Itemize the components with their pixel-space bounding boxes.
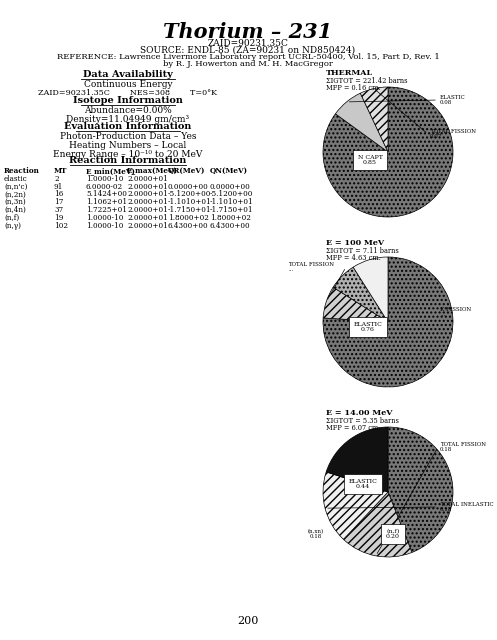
Text: ΣIGTOT = 7.11 barns: ΣIGTOT = 7.11 barns [326, 247, 399, 255]
Text: elastic: elastic [4, 175, 28, 183]
Text: Heating Numbers – Local: Heating Numbers – Local [70, 141, 187, 150]
Text: Thorium – 231: Thorium – 231 [164, 22, 332, 42]
Text: (n,n'c): (n,n'c) [4, 182, 27, 191]
Text: -1.7150+01: -1.7150+01 [168, 206, 212, 214]
Text: 0.0000+00: 0.0000+00 [168, 182, 209, 191]
Wedge shape [326, 427, 388, 492]
Text: by R. J. Howerton and M. H. MacGregor: by R. J. Howerton and M. H. MacGregor [163, 60, 333, 68]
Wedge shape [343, 492, 412, 557]
Text: (n,2n): (n,2n) [4, 191, 26, 198]
Text: 19: 19 [54, 214, 64, 222]
Text: TOTAL FISSION
...: TOTAL FISSION ... [288, 262, 334, 273]
Text: Continuous Energy: Continuous Energy [83, 80, 172, 89]
Text: -5.1200+00: -5.1200+00 [168, 191, 211, 198]
Text: TOTAL INELASTIC
0.18: TOTAL INELASTIC 0.18 [440, 502, 494, 513]
Text: 6.0000-02: 6.0000-02 [86, 182, 123, 191]
Text: 2.0000+01: 2.0000+01 [127, 182, 168, 191]
Text: REFERENCE: Lawrence Livermore Laboratory report UCRL-50400, Vol. 15, Part D, Rev: REFERENCE: Lawrence Livermore Laboratory… [57, 53, 439, 61]
Text: Abundance=0.00%: Abundance=0.00% [84, 106, 172, 115]
Wedge shape [323, 287, 388, 322]
Text: ELASTIC
0.76: ELASTIC 0.76 [353, 321, 382, 332]
Text: Reaction: Reaction [4, 167, 40, 175]
Text: E_max(MeV): E_max(MeV) [127, 167, 178, 175]
Text: 17: 17 [54, 198, 64, 206]
Text: 1.1062+01: 1.1062+01 [86, 198, 127, 206]
Text: E = 100 MeV: E = 100 MeV [326, 239, 384, 247]
Text: 6.4300+00: 6.4300+00 [210, 221, 250, 230]
Text: 200: 200 [237, 616, 258, 626]
Text: MFP = 4.63 cm.: MFP = 4.63 cm. [326, 254, 381, 262]
Text: Density=11.04949 gm/cm³: Density=11.04949 gm/cm³ [67, 115, 189, 124]
Text: SOURCE: ENDL-85 (ZA=90231 on ND850424): SOURCE: ENDL-85 (ZA=90231 on ND850424) [141, 46, 355, 55]
Text: -1.1010+01: -1.1010+01 [168, 198, 212, 206]
Text: ZAID=90231.35C        NES=308        T=0°K: ZAID=90231.35C NES=308 T=0°K [38, 89, 218, 97]
Text: E = 14.00 MeV: E = 14.00 MeV [326, 409, 393, 417]
Text: TOTAL FISSION
0.18: TOTAL FISSION 0.18 [440, 442, 486, 452]
Text: 91: 91 [54, 182, 64, 191]
Text: 37: 37 [54, 206, 63, 214]
Text: (n,f)
0.20: (n,f) 0.20 [386, 529, 400, 540]
Text: Reaction Information: Reaction Information [69, 156, 187, 165]
Text: ΣIGTOT = 221.42 barns: ΣIGTOT = 221.42 barns [326, 77, 408, 85]
Text: (n,3n): (n,3n) [4, 198, 26, 206]
Wedge shape [388, 427, 453, 552]
Text: ΣIGTOT = 5.35 barns: ΣIGTOT = 5.35 barns [326, 417, 399, 425]
Text: ELASTIC
0.08: ELASTIC 0.08 [440, 95, 466, 106]
Text: -5.1200+00: -5.1200+00 [210, 191, 253, 198]
Text: MFP = 0.16 cm.: MFP = 0.16 cm. [326, 84, 381, 92]
Text: 1.0000-10: 1.0000-10 [86, 214, 123, 222]
Text: (n,4n): (n,4n) [4, 206, 26, 214]
Text: 1.8000+02: 1.8000+02 [168, 214, 209, 222]
Text: Isotope Information: Isotope Information [73, 96, 183, 105]
Text: ZAID=90231.35C: ZAID=90231.35C [208, 39, 288, 48]
Text: -1.7150+01: -1.7150+01 [210, 206, 253, 214]
Text: Energy Range – 10⁻¹⁰ to 20 MeV: Energy Range – 10⁻¹⁰ to 20 MeV [53, 150, 203, 159]
Text: N CAPT
0.85: N CAPT 0.85 [357, 155, 382, 165]
Wedge shape [335, 93, 388, 152]
Text: 16: 16 [54, 191, 64, 198]
Text: TOTAL FISSION
0.07: TOTAL FISSION 0.07 [430, 129, 476, 140]
Wedge shape [360, 87, 388, 152]
Text: 2.0000+01: 2.0000+01 [127, 191, 168, 198]
Text: 1.7225+01: 1.7225+01 [86, 206, 127, 214]
Text: 1.0000-10: 1.0000-10 [86, 221, 123, 230]
Wedge shape [323, 257, 453, 387]
Text: (n,f): (n,f) [4, 214, 19, 222]
Text: QN(MeV): QN(MeV) [210, 167, 248, 175]
Text: -1.1010+01: -1.1010+01 [210, 198, 254, 206]
Text: 2: 2 [54, 175, 59, 183]
Wedge shape [333, 267, 388, 322]
Text: QR(MeV): QR(MeV) [168, 167, 205, 175]
Text: MT: MT [54, 167, 68, 175]
Text: K FISSION
...: K FISSION ... [440, 307, 471, 317]
Text: 2.0000+01: 2.0000+01 [127, 214, 168, 222]
Text: 1.0000-10: 1.0000-10 [86, 175, 123, 183]
Text: 2.0000+01: 2.0000+01 [127, 198, 168, 206]
Text: 2.0000+01: 2.0000+01 [127, 221, 168, 230]
Text: 6.4300+00: 6.4300+00 [168, 221, 209, 230]
Text: Data Availability: Data Availability [83, 70, 173, 79]
Wedge shape [323, 87, 453, 217]
Text: 0.0000+00: 0.0000+00 [210, 182, 251, 191]
Text: Photon-Production Data – Yes: Photon-Production Data – Yes [60, 132, 196, 141]
Text: (n,γ): (n,γ) [4, 221, 21, 230]
Text: Evaluation Information: Evaluation Information [64, 122, 192, 131]
Text: 102: 102 [54, 221, 68, 230]
Text: (n,xn)
0.18: (n,xn) 0.18 [308, 529, 324, 540]
Wedge shape [353, 257, 388, 322]
Text: 2.0000+01: 2.0000+01 [127, 175, 168, 183]
Wedge shape [323, 472, 388, 540]
Text: THERMAL: THERMAL [326, 69, 373, 77]
Text: 2.0000+01: 2.0000+01 [127, 206, 168, 214]
Text: 5.1424+00: 5.1424+00 [86, 191, 127, 198]
Text: MFP = 6.07 cm.: MFP = 6.07 cm. [326, 424, 381, 432]
Text: ELASTIC
0.44: ELASTIC 0.44 [348, 479, 377, 490]
Text: 1.8000+02: 1.8000+02 [210, 214, 251, 222]
Text: E_min(MeV): E_min(MeV) [86, 167, 136, 175]
